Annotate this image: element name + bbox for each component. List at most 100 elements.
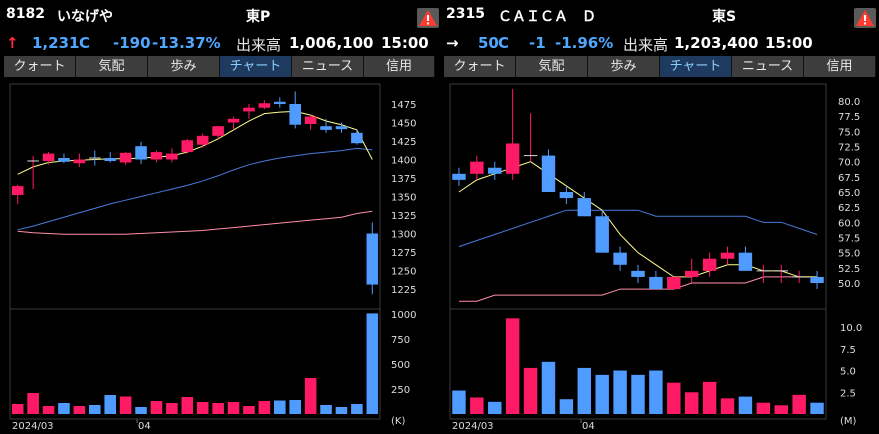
left-market: 東P	[246, 9, 271, 25]
volume-bar	[320, 405, 332, 414]
price-tick-label: 70.0	[838, 158, 860, 169]
candle-body	[320, 126, 332, 130]
candle-body	[649, 276, 663, 290]
volume-bar	[774, 405, 788, 414]
volume-bar	[756, 402, 771, 414]
price-tick-label: 72.5	[838, 143, 860, 154]
left-stock-panel: 8182 いなげや 東P ↑ 1,231 C -190 -13.37% 出来高 …	[0, 0, 439, 434]
volume-bar	[667, 382, 681, 414]
candle-body	[541, 155, 556, 192]
candle-body	[243, 107, 255, 112]
volume-bar	[470, 397, 484, 414]
warning-icon	[856, 10, 874, 26]
candle-body	[720, 252, 735, 259]
candle-body	[667, 276, 681, 290]
price-tick-label: 1425	[391, 137, 416, 148]
left-stock-code: 8182	[6, 6, 45, 22]
candle-body	[631, 270, 645, 277]
right-change-pct: -1.96%	[555, 34, 614, 52]
candle-body	[73, 159, 86, 164]
ma-short-line	[17, 110, 373, 175]
candle-body	[452, 173, 466, 180]
left-tab-ticks[interactable]: 歩み	[148, 56, 220, 77]
right-alert-button[interactable]	[854, 8, 876, 28]
price-tick-label: 55.0	[838, 249, 860, 260]
candle-body	[150, 152, 163, 160]
price-tick-label: 67.5	[838, 173, 860, 184]
candle-body	[559, 192, 574, 199]
volume-bar	[595, 374, 609, 414]
left-price-suffix: C	[79, 34, 91, 52]
candle-body	[488, 167, 502, 174]
left-tab-margin[interactable]: 信用	[364, 56, 435, 77]
candle-body	[470, 161, 484, 174]
left-tab-bar: クォート 気配 歩み チャート ニュース 信用	[4, 56, 435, 78]
right-tab-quote[interactable]: クォート	[444, 56, 516, 77]
right-price: 50	[478, 34, 499, 52]
candle-body	[289, 104, 301, 125]
candle-body	[58, 158, 70, 162]
left-time: 15:00	[381, 34, 429, 52]
candle-body	[119, 152, 132, 163]
volume-bar	[505, 318, 520, 414]
volume-tick-label: 10.0	[840, 323, 862, 334]
candle-body	[577, 198, 591, 217]
price-tick-label: 75.0	[838, 127, 860, 138]
left-change-pct: -13.37%	[152, 34, 221, 52]
volume-bar	[720, 398, 735, 414]
price-tick-label: 62.5	[838, 203, 860, 214]
left-tab-news[interactable]: ニュース	[292, 56, 364, 77]
right-tab-bar: クォート 気配 歩み チャート ニュース 信用	[444, 56, 876, 78]
candle-body	[274, 101, 286, 104]
left-tab-quote[interactable]: クォート	[4, 56, 76, 77]
price-tick-label: 1250	[391, 267, 416, 278]
ma-long-line	[458, 276, 818, 302]
right-volume: 1,203,400	[674, 34, 759, 52]
right-volume-label: 出来高	[623, 36, 669, 54]
volume-bar	[488, 401, 502, 414]
candle-body	[181, 140, 194, 153]
volume-bar	[702, 381, 717, 414]
price-tick-label: 1375	[391, 174, 416, 185]
left-tab-chart[interactable]: チャート	[220, 56, 292, 77]
candle-body	[595, 216, 609, 253]
candle-body	[11, 186, 24, 196]
volume-bar	[181, 397, 194, 414]
volume-bar	[685, 392, 699, 414]
volume-bar	[27, 393, 39, 414]
volume-bar	[631, 374, 645, 414]
right-tab-chart[interactable]: チャート	[660, 56, 732, 77]
volume-bar	[166, 403, 178, 414]
volume-bar	[243, 406, 255, 414]
candle-body	[366, 233, 379, 285]
volume-bar	[135, 407, 147, 414]
volume-bar	[274, 400, 286, 414]
volume-bar	[73, 406, 86, 414]
right-tab-orderbook[interactable]: 気配	[516, 56, 588, 77]
price-tick-label: 1450	[391, 119, 416, 130]
x-tick-label: 04	[138, 421, 151, 432]
price-tick-label: 1275	[391, 248, 416, 259]
right-tab-margin[interactable]: 信用	[804, 56, 876, 77]
right-chart[interactable]: 80.0 77.5 75.0 72.5 70.0 67.5 65.0 62.5 60.0 57.5…	[440, 80, 879, 434]
left-chart[interactable]: 1475 1450 1425 1400 1375 1350 1325 1300 1275 1250…	[0, 80, 434, 434]
right-tab-ticks[interactable]: 歩み	[588, 56, 660, 77]
price-tick-label: 1300	[391, 230, 416, 241]
volume-bar	[559, 399, 574, 414]
volume-bar	[366, 313, 379, 414]
right-time: 15:00	[765, 34, 813, 52]
candle-body	[613, 252, 627, 265]
volume-bar	[212, 403, 224, 414]
left-change: -190	[113, 34, 151, 52]
left-stock-name: いなげや	[57, 9, 113, 25]
right-quote-row: → 50 C -1 -1.96% 出来高 1,203,400 15:00	[440, 34, 879, 54]
right-tab-news[interactable]: ニュース	[732, 56, 804, 77]
volume-bar	[289, 400, 301, 414]
left-trend-arrow: ↑	[6, 34, 19, 52]
volume-bar	[523, 367, 538, 414]
left-tab-orderbook[interactable]: 気配	[76, 56, 148, 77]
price-tick-label: 57.5	[838, 234, 860, 245]
left-alert-button[interactable]	[417, 8, 439, 28]
volume-tick-label: 1000	[391, 310, 416, 321]
right-header-row: 2315 ＣＡＩＣＡ Ｄ 東S	[440, 6, 879, 28]
